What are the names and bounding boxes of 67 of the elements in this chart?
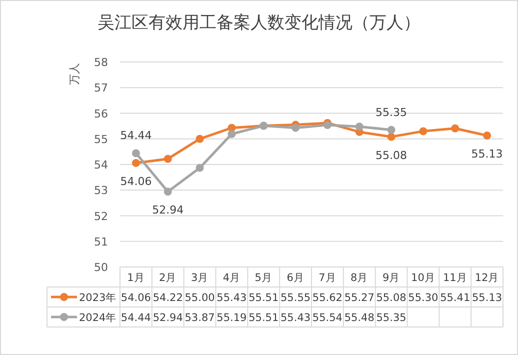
annotation: 54.44 [120,129,152,142]
point [132,149,140,158]
point [164,154,172,163]
data-label: 55.43 [280,312,311,324]
x-tick-label: 2月 [159,272,177,284]
data-label: 55.54 [312,312,343,324]
point [355,122,364,131]
legend-label: 2023年 [79,292,117,304]
data-label: 55.48 [344,312,374,324]
point [132,158,140,167]
data-label: 55.19 [216,312,247,324]
y-tick-label: 53 [94,184,108,198]
y-tick-label: 56 [94,107,108,120]
data-label: 55.30 [408,292,438,304]
annotation: 54.06 [120,174,152,188]
data-label: 55.62 [312,292,342,304]
y-tick-label: 58 [94,56,108,69]
data-label: 55.43 [216,292,247,304]
chart-title: 吴江区有效用工备案人数变化情况（万人） [98,13,420,33]
x-tick-label: 1月 [127,272,145,284]
y-tick-label: 54 [94,158,108,172]
data-label: 54.44 [120,312,152,324]
data-label: 53.87 [184,312,215,324]
y-tick-label: 51 [94,235,108,248]
data-label: 55.51 [248,312,279,324]
x-tick-label: 4月 [222,272,241,284]
point [164,188,172,196]
data-label: 55.13 [472,292,502,304]
point [196,134,204,143]
data-label: 52.94 [152,312,184,324]
legend-label: 2024年 [79,312,117,324]
y-tick-label: 50 [94,261,108,274]
annotation: 55.13 [471,148,503,161]
data-label: 55.00 [184,292,215,304]
point [323,121,332,130]
point [196,164,204,172]
annotation: 55.08 [376,148,408,162]
x-tick-label: 9月 [382,272,400,284]
point [483,132,492,140]
data-label: 55.55 [280,292,311,304]
point [228,130,236,138]
data-label: 55.08 [376,292,406,304]
point [419,127,428,136]
x-tick-label: 8月 [350,272,368,284]
y-tick-label: 52 [94,210,108,223]
x-tick-label: 5月 [254,272,272,284]
x-tick-label: 12月 [474,272,500,284]
data-label: 54.22 [152,292,183,304]
x-tick-label: 11月 [442,272,468,284]
data-label: 55.41 [440,292,470,304]
point [292,124,300,132]
x-tick-label: 7月 [318,272,336,284]
data-label: 55.51 [248,292,279,304]
x-tick-label: 6月 [286,272,304,284]
point [451,124,460,132]
point [387,126,396,134]
data-label: 55.35 [376,312,406,324]
data-label: 54.06 [120,292,152,304]
annotation: 52.94 [152,204,184,217]
y-axis-title: 万人 [68,63,81,85]
point [387,132,396,141]
y-tick-label: 55 [94,132,108,146]
annotation: 55.35 [376,106,408,119]
data-label: 55.27 [344,292,374,304]
x-tick-label: 3月 [190,272,209,284]
y-tick-label: 57 [94,82,108,95]
x-tick-label: 10月 [411,272,436,284]
